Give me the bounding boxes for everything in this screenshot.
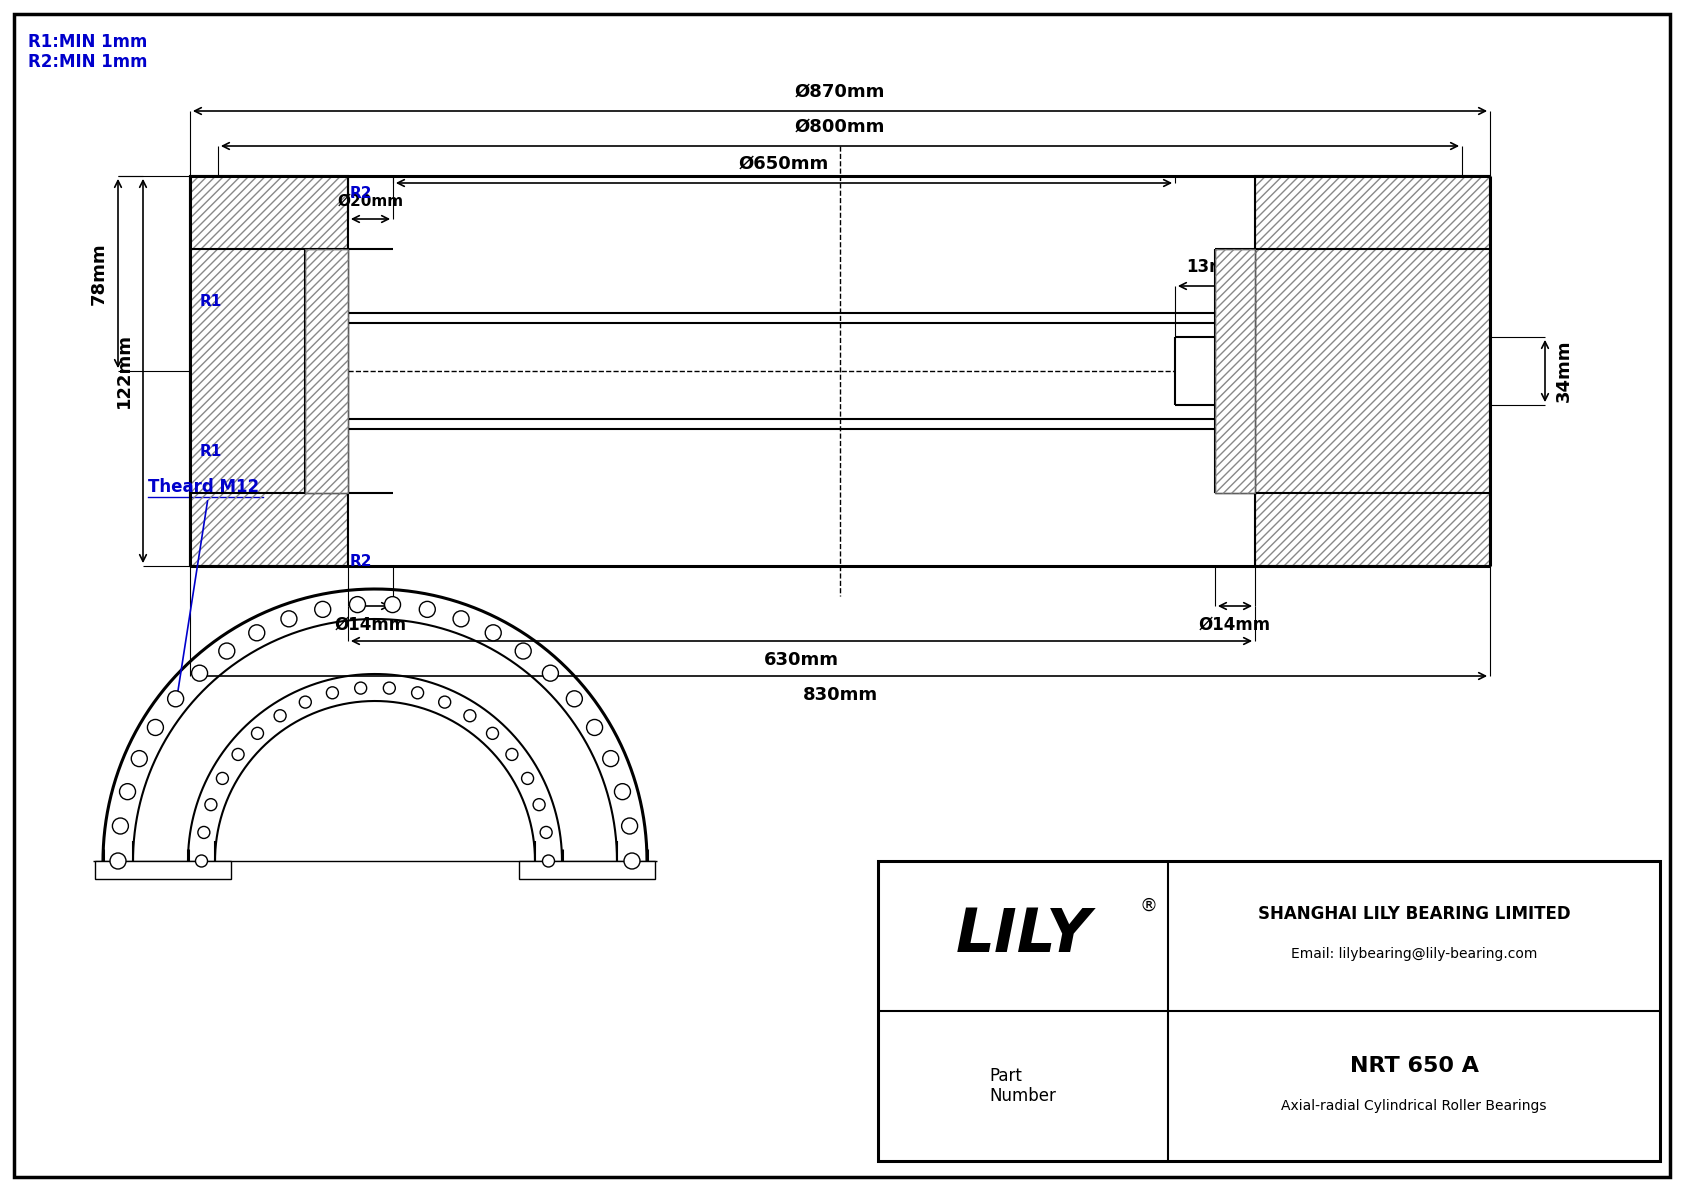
Circle shape xyxy=(615,784,630,799)
Circle shape xyxy=(300,696,312,709)
Circle shape xyxy=(195,855,207,867)
Circle shape xyxy=(542,855,554,867)
Polygon shape xyxy=(190,176,349,566)
Text: Ø14mm: Ø14mm xyxy=(1199,616,1271,634)
Circle shape xyxy=(315,601,330,617)
Circle shape xyxy=(603,750,618,767)
Circle shape xyxy=(625,853,640,869)
Circle shape xyxy=(131,750,147,767)
Bar xyxy=(94,861,231,879)
Circle shape xyxy=(350,597,365,612)
Circle shape xyxy=(440,696,451,709)
Text: Ø14mm: Ø14mm xyxy=(335,616,406,634)
Text: 630mm: 630mm xyxy=(765,651,839,669)
Circle shape xyxy=(109,853,126,869)
Text: R2: R2 xyxy=(350,554,372,568)
Text: Part
Number: Part Number xyxy=(990,1067,1056,1105)
Circle shape xyxy=(148,719,163,736)
Polygon shape xyxy=(305,249,349,493)
Text: R2:MIN 1mm: R2:MIN 1mm xyxy=(29,54,148,71)
Circle shape xyxy=(419,601,434,617)
Circle shape xyxy=(542,666,559,681)
Text: LILY: LILY xyxy=(955,906,1091,966)
Bar xyxy=(190,176,1490,566)
Circle shape xyxy=(232,748,244,760)
Circle shape xyxy=(586,719,603,736)
Circle shape xyxy=(487,728,498,740)
Text: NRT 650 A: NRT 650 A xyxy=(1349,1056,1479,1075)
Circle shape xyxy=(205,799,217,811)
Text: SHANGHAI LILY BEARING LIMITED: SHANGHAI LILY BEARING LIMITED xyxy=(1258,905,1569,923)
Circle shape xyxy=(463,710,477,722)
Circle shape xyxy=(251,728,263,740)
Text: 34mm: 34mm xyxy=(1554,339,1573,403)
Bar xyxy=(519,861,655,879)
Circle shape xyxy=(541,827,552,838)
Text: 13mm: 13mm xyxy=(1186,258,1244,276)
Text: 78mm: 78mm xyxy=(89,242,108,305)
Text: 830mm: 830mm xyxy=(803,686,877,704)
Circle shape xyxy=(453,611,470,626)
Polygon shape xyxy=(1255,176,1490,566)
Circle shape xyxy=(249,625,264,641)
Text: Axial-radial Cylindrical Roller Bearings: Axial-radial Cylindrical Roller Bearings xyxy=(1282,1099,1546,1114)
Text: Ø20mm: Ø20mm xyxy=(337,194,404,208)
Circle shape xyxy=(534,799,546,811)
Text: Email: lilybearing@lily-bearing.com: Email: lilybearing@lily-bearing.com xyxy=(1292,947,1537,961)
Circle shape xyxy=(566,691,583,706)
Circle shape xyxy=(113,818,128,834)
Circle shape xyxy=(219,643,234,659)
Text: Ø870mm: Ø870mm xyxy=(795,83,886,101)
Circle shape xyxy=(274,710,286,722)
Circle shape xyxy=(522,773,534,785)
Circle shape xyxy=(327,687,338,699)
Text: Theard M12: Theard M12 xyxy=(148,478,259,495)
Polygon shape xyxy=(1214,249,1255,493)
Circle shape xyxy=(515,643,530,659)
Circle shape xyxy=(168,691,184,706)
Text: 122mm: 122mm xyxy=(115,333,133,409)
Text: ®: ® xyxy=(1138,897,1157,915)
Text: R1: R1 xyxy=(200,293,222,308)
Circle shape xyxy=(355,682,367,694)
Circle shape xyxy=(621,818,638,834)
Circle shape xyxy=(505,748,519,760)
Text: R1: R1 xyxy=(200,443,222,459)
Circle shape xyxy=(384,682,396,694)
Circle shape xyxy=(485,625,502,641)
Text: R2: R2 xyxy=(350,187,372,201)
Circle shape xyxy=(217,773,229,785)
Circle shape xyxy=(120,784,135,799)
Circle shape xyxy=(197,827,210,838)
Circle shape xyxy=(192,666,207,681)
Circle shape xyxy=(384,597,401,612)
Circle shape xyxy=(281,611,296,626)
Text: Ø650mm: Ø650mm xyxy=(739,155,829,173)
Bar xyxy=(349,176,1255,566)
Bar xyxy=(877,861,1660,1161)
Text: R1:MIN 1mm: R1:MIN 1mm xyxy=(29,33,148,51)
Circle shape xyxy=(411,687,424,699)
Text: Ø800mm: Ø800mm xyxy=(795,118,886,136)
